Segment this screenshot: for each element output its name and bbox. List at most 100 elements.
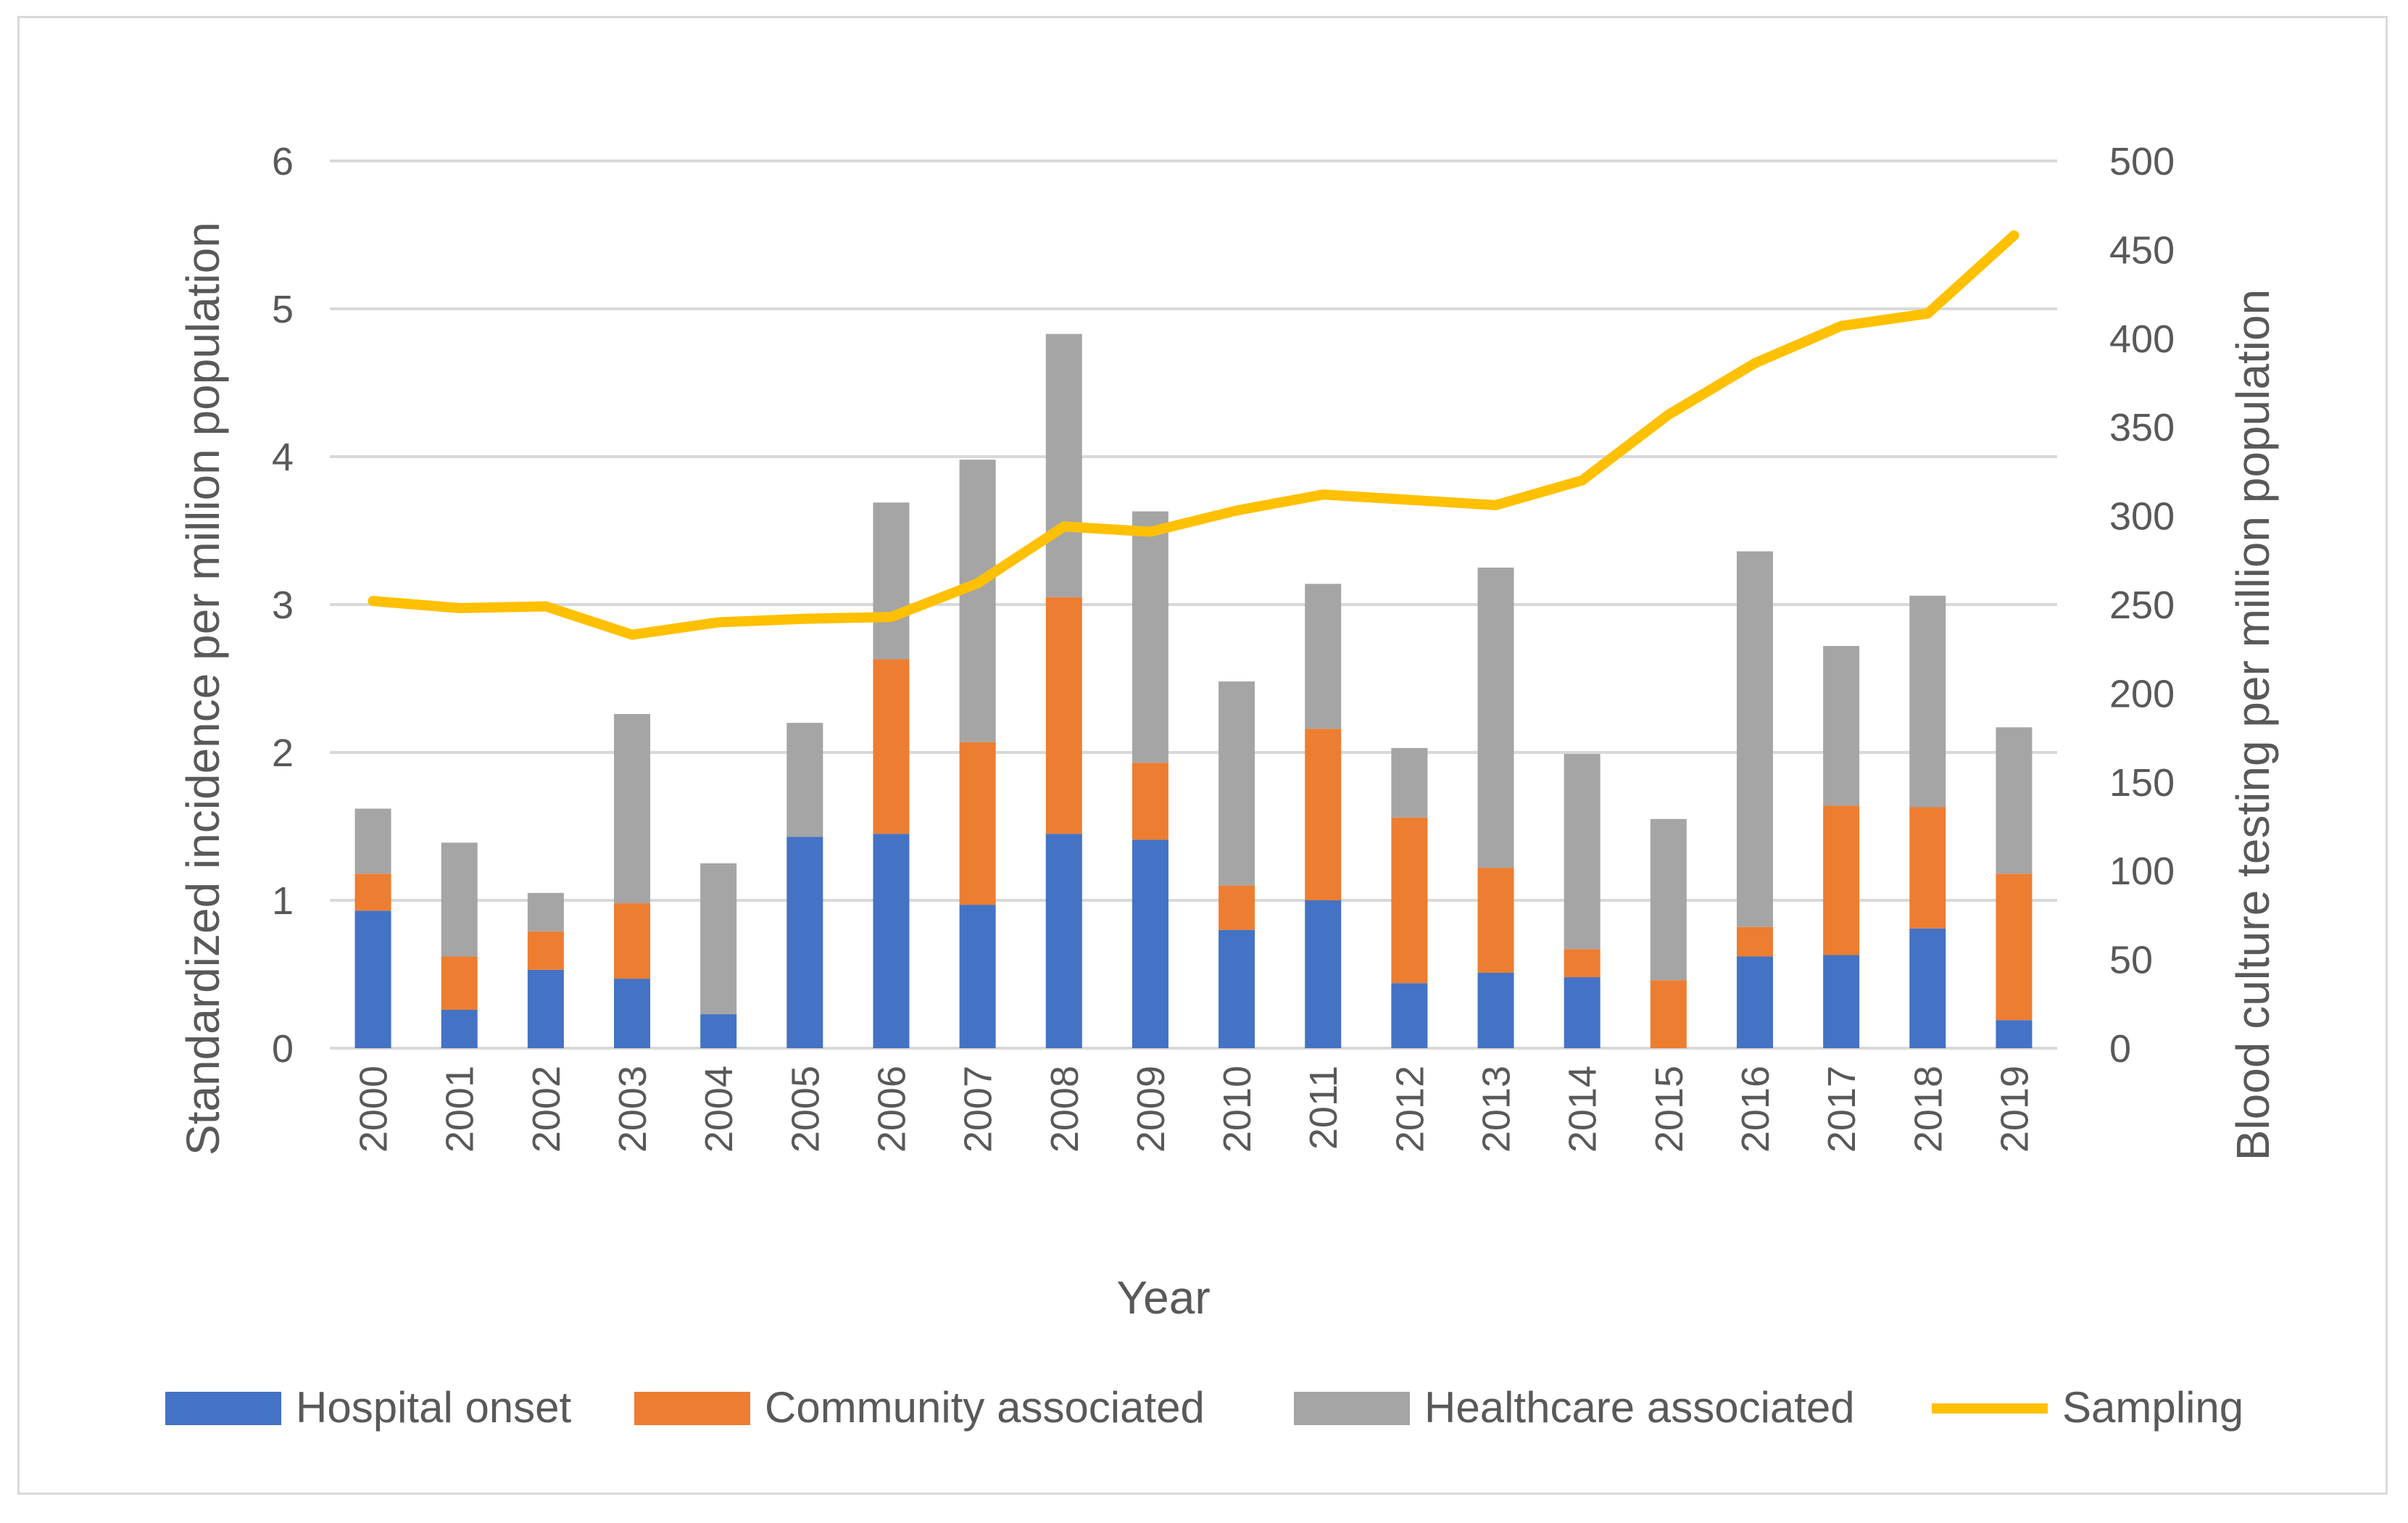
y-tick-0: 0 [272,1027,294,1071]
bar-hospital-onset-2016 [1736,956,1773,1048]
sampling-point-2010 [1232,505,1242,516]
bar-hospital-onset-2010 [1218,929,1255,1048]
bar-community-associated-2017 [1823,805,1860,955]
bar-healthcare-associated-2014 [1564,754,1601,950]
bar-community-associated-2012 [1391,817,1428,984]
sampling-point-2019 [2009,230,2019,241]
bar-healthcare-associated-2015 [1650,818,1687,981]
sampling-point-2009 [1145,526,1155,537]
x-tick-2006: 2006 [870,1066,913,1153]
bar-healthcare-associated-2003 [614,713,651,904]
y-tick-4: 4 [272,436,294,479]
y2-tick-150: 150 [2109,761,2175,805]
bar-healthcare-associated-2012 [1391,747,1428,818]
y-tick-labels: 0 1 2 3 4 5 6 [272,140,294,1071]
x-tick-2016: 2016 [1734,1066,1777,1153]
sampling-point-2013 [1490,499,1501,510]
sampling-point-2014 [1577,475,1587,486]
x-tick-2008: 2008 [1043,1066,1087,1153]
sampling-point-2004 [713,617,724,628]
y-tick-3: 3 [272,584,294,627]
sampling-point-2011 [1318,489,1329,500]
bar-hospital-onset-2014 [1564,977,1601,1048]
bar-community-associated-2001 [441,956,478,1010]
sampling-point-2001 [454,602,465,613]
bar-hospital-onset-2012 [1391,983,1428,1048]
sampling-line [368,230,2019,640]
bar-healthcare-associated-2008 [1045,333,1082,597]
bar-hospital-onset-2019 [1996,1020,2033,1048]
y2-tick-250: 250 [2109,584,2175,627]
y2-tick-350: 350 [2109,406,2175,449]
y-axis-title: Standardized incidence per million popul… [177,222,229,1155]
sampling-point-2002 [540,601,551,612]
x-tick-2014: 2014 [1561,1066,1605,1153]
x-tick-2004: 2004 [697,1066,741,1153]
y2-tick-50: 50 [2109,939,2153,982]
bar-hospital-onset-2018 [1909,928,1946,1048]
bar-community-associated-2015 [1650,980,1687,1048]
bar-community-associated-2003 [614,903,651,979]
bar-healthcare-associated-2006 [873,502,910,660]
bar-community-associated-2006 [873,659,910,834]
y2-tick-200: 200 [2109,672,2175,715]
y-tick-6: 6 [272,140,294,183]
sampling-point-2007 [972,578,983,589]
x-tick-2012: 2012 [1388,1066,1432,1153]
bar-healthcare-associated-2005 [786,723,823,837]
bar-community-associated-2008 [1045,597,1082,834]
x-tick-2013: 2013 [1475,1066,1519,1153]
x-tick-2019: 2019 [1993,1066,2036,1153]
bar-hospital-onset-2009 [1132,839,1168,1048]
y-tick-2: 2 [272,731,294,775]
bar-hospital-onset-2007 [959,905,996,1048]
sampling-line-group [368,230,2019,640]
sampling-point-2016 [1749,358,1760,369]
x-axis-title: Year [1116,1271,1210,1324]
bar-hospital-onset-2008 [1045,834,1082,1048]
bar-healthcare-associated-2016 [1736,551,1773,927]
legend-label-hospital-onset: Hospital onset [296,1383,572,1432]
gridlines [330,159,2057,1050]
sampling-point-2015 [1663,410,1674,420]
bar-community-associated-2016 [1736,926,1773,957]
bar-hospital-onset-2004 [700,1014,737,1048]
bar-hospital-onset-2000 [354,910,391,1048]
bar-healthcare-associated-2007 [959,460,996,742]
bar-healthcare-associated-2013 [1477,568,1514,868]
sampling-point-2018 [1922,308,1933,319]
legend-swatch-hospital-onset [165,1392,281,1425]
y2-tick-450: 450 [2109,228,2175,272]
bar-healthcare-associated-2001 [441,842,478,957]
bar-community-associated-2019 [1996,873,2033,1021]
y2-tick-labels: 0 50 100 150 200 250 300 350 400 450 500 [2109,140,2175,1071]
x-tick-2007: 2007 [957,1066,1000,1153]
x-tick-2015: 2015 [1648,1066,1691,1153]
bar-healthcare-associated-2011 [1305,584,1342,729]
x-tick-2010: 2010 [1216,1066,1259,1153]
x-tick-2009: 2009 [1129,1066,1173,1153]
sampling-point-2000 [368,596,378,607]
bar-community-associated-2018 [1909,807,1946,929]
bar-hospital-onset-2002 [527,969,564,1048]
sampling-point-2005 [800,613,810,624]
bar-hospital-onset-2006 [873,834,910,1048]
x-tick-2000: 2000 [352,1066,396,1153]
y2-axis-title: Blood culture testing per million popula… [2227,289,2279,1161]
bar-community-associated-2002 [527,931,564,970]
bars [354,333,2033,1048]
legend-label-sampling: Sampling [2062,1383,2243,1432]
y2-tick-400: 400 [2109,318,2175,361]
bar-community-associated-2010 [1218,885,1255,930]
bar-community-associated-2007 [959,742,996,905]
bar-hospital-onset-2001 [441,1009,478,1048]
y-tick-5: 5 [272,288,294,331]
x-tick-2003: 2003 [611,1066,655,1153]
bar-community-associated-2013 [1477,868,1514,973]
bar-healthcare-associated-2019 [1996,727,2033,874]
x-tick-2017: 2017 [1820,1066,1864,1153]
bar-community-associated-2011 [1305,729,1342,900]
x-tick-2001: 2001 [439,1066,482,1153]
bar-healthcare-associated-2009 [1132,511,1168,763]
legend-swatch-community-associated [634,1392,750,1425]
